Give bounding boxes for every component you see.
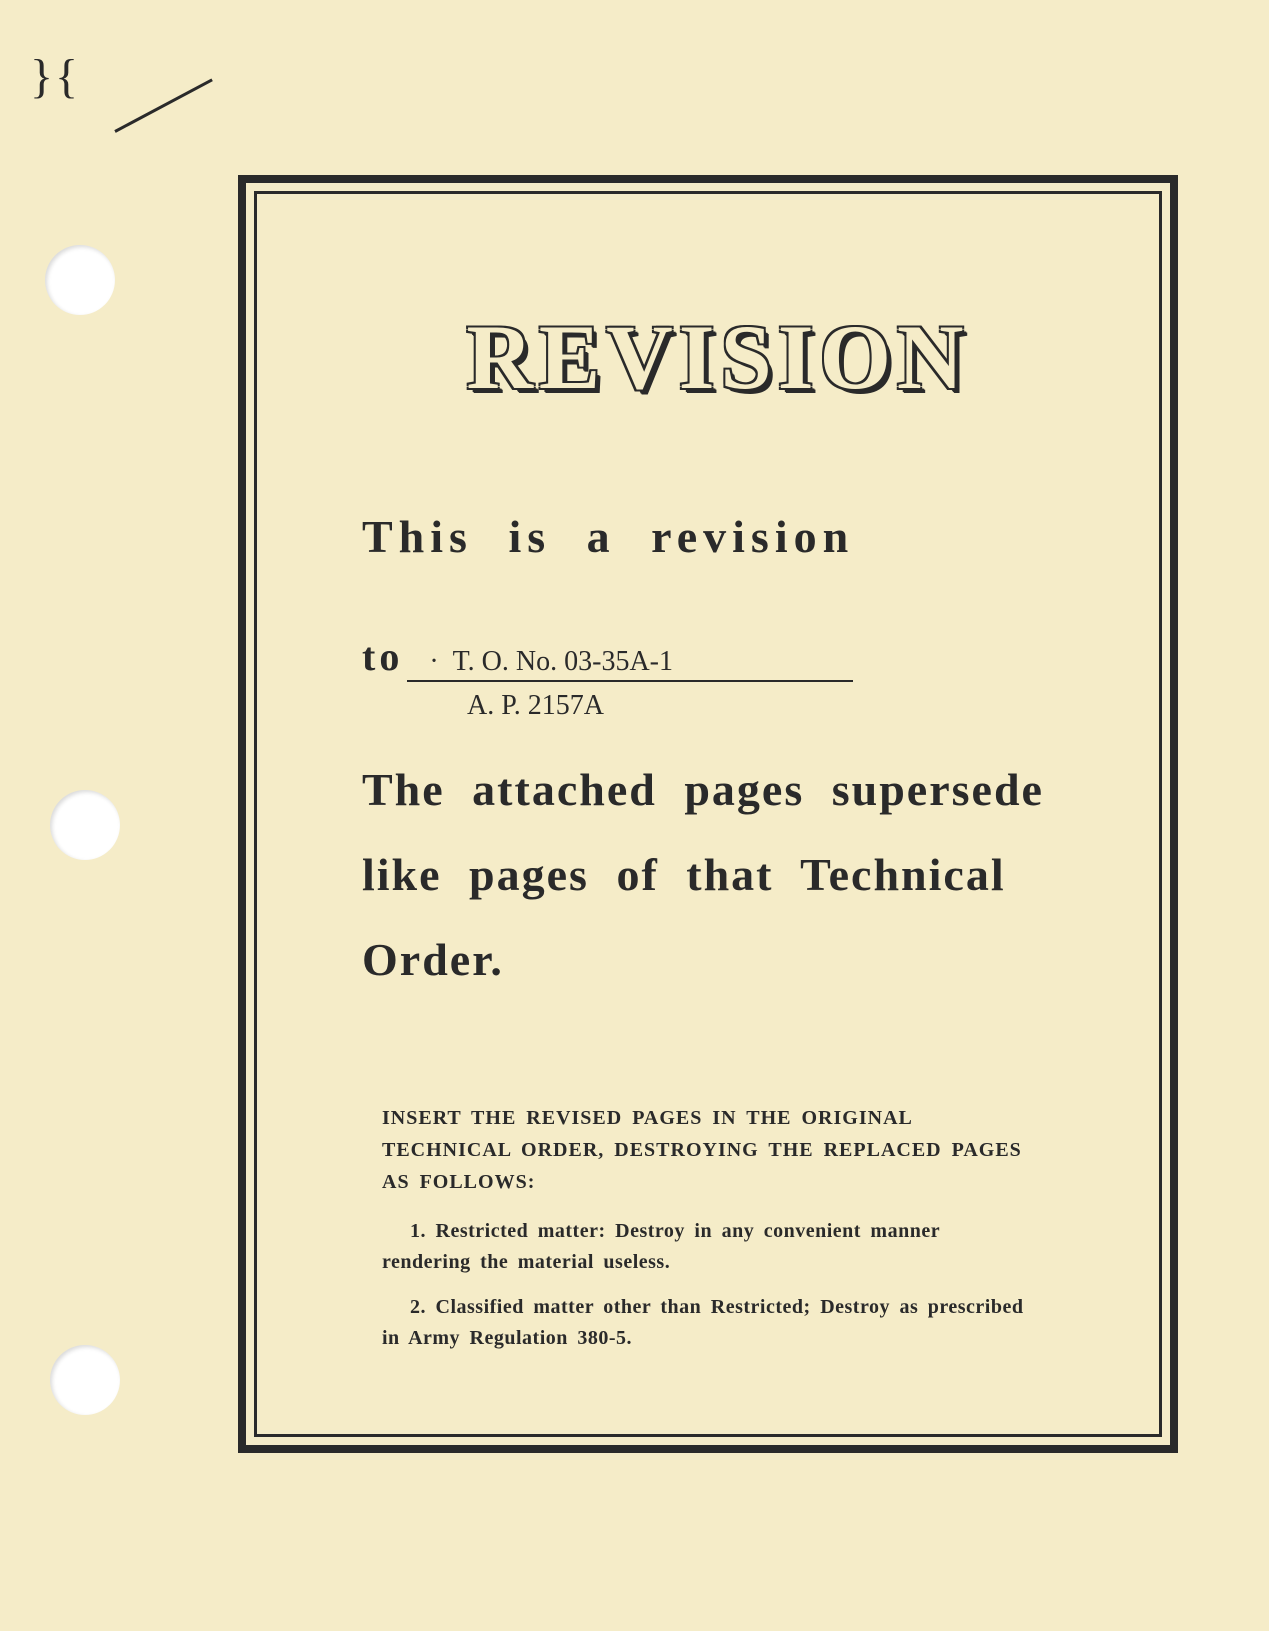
instructions-block: INSERT THE REVISED PAGES IN THE ORIGINAL… — [382, 1102, 1034, 1354]
outer-border: REVISION This is a revision to · T. O. N… — [238, 175, 1178, 1453]
body-text: The attached pages supersede like pages … — [362, 747, 1074, 1002]
instruction-item: 2. Classified matter other than Restrict… — [382, 1292, 1034, 1354]
instruction-item: 1. Restricted matter: Destroy in any con… — [382, 1216, 1034, 1278]
top-mark: } { — [30, 65, 73, 89]
to-reference-line: to · T. O. No. 03-35A-1 — [362, 633, 1074, 682]
punch-hole — [45, 245, 115, 315]
document-page: } { REVISION This is a revision to · T. … — [0, 0, 1269, 1631]
punch-hole — [50, 1345, 120, 1415]
page-title: REVISION — [362, 304, 1074, 410]
slash-mark — [114, 79, 213, 133]
inner-border: REVISION This is a revision to · T. O. N… — [254, 191, 1162, 1437]
ap-number: A. P. 2157A — [467, 690, 1074, 722]
instructions-header: INSERT THE REVISED PAGES IN THE ORIGINAL… — [382, 1102, 1034, 1198]
punch-hole — [50, 790, 120, 860]
subtitle-text: This is a revision — [362, 510, 1074, 563]
to-label: to — [362, 634, 403, 679]
to-number: · T. O. No. 03-35A-1 — [407, 646, 853, 682]
